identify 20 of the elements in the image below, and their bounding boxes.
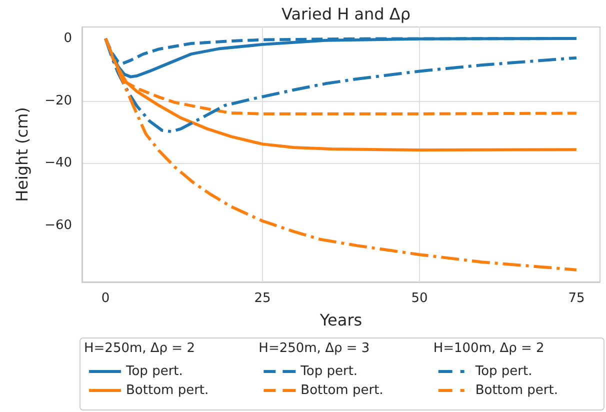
x-tick-label: 75 <box>568 291 585 306</box>
legend-label: Bottom pert. <box>475 383 558 398</box>
text: H=250m, Δρ = 3 <box>258 341 370 356</box>
legend-label: Top pert. <box>300 364 358 379</box>
text: H=250m, Δρ = 2 <box>84 341 195 356</box>
x-tick-label: 0 <box>101 291 110 306</box>
y-tick-label: 0 <box>64 31 72 46</box>
text: H=100m, Δρ = 2 <box>433 341 544 356</box>
x-tick-label: 50 <box>411 291 428 306</box>
legend-label: Top pert. <box>125 364 183 379</box>
x-tick-label: 25 <box>254 291 271 306</box>
chart-title: Varied H and Δρ <box>281 4 411 24</box>
y-tick-label: −40 <box>44 156 72 171</box>
legend-label: Top pert. <box>474 364 532 379</box>
y-axis-title: Height (cm) <box>12 107 32 202</box>
legend-label: Bottom pert. <box>126 383 209 398</box>
y-tick-label: −20 <box>44 93 72 108</box>
x-axis-title: Years <box>318 310 362 330</box>
legend-label: Bottom pert. <box>300 383 384 398</box>
y-tick-label: −60 <box>44 218 72 233</box>
